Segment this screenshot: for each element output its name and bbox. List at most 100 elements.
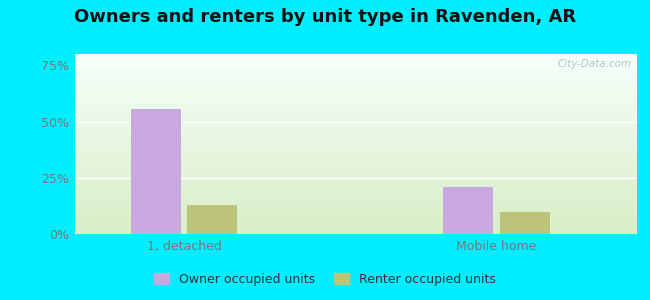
Bar — [75, 55, 637, 56]
Bar — [75, 113, 637, 114]
Bar — [75, 210, 637, 211]
Bar — [75, 107, 637, 108]
Bar — [75, 88, 637, 89]
Bar — [75, 103, 637, 104]
Bar — [75, 205, 637, 206]
Bar — [75, 219, 637, 220]
Bar — [75, 158, 637, 159]
Bar — [75, 178, 637, 179]
Bar — [75, 94, 637, 95]
Bar — [75, 217, 637, 218]
Bar — [75, 110, 637, 111]
Bar — [75, 73, 637, 74]
Bar — [75, 177, 637, 178]
Bar — [75, 189, 637, 190]
Bar — [75, 120, 637, 121]
Bar — [75, 128, 637, 129]
Bar — [75, 199, 637, 200]
Bar — [75, 70, 637, 71]
Bar — [75, 117, 637, 118]
Bar — [75, 192, 637, 193]
Bar — [75, 101, 637, 102]
Bar — [75, 209, 637, 210]
Bar — [75, 99, 637, 100]
Bar — [75, 150, 637, 151]
Bar — [75, 179, 637, 180]
Bar — [75, 100, 637, 101]
Bar — [75, 188, 637, 189]
Bar — [75, 224, 637, 225]
Bar — [75, 104, 637, 105]
Bar — [75, 68, 637, 69]
Bar — [75, 145, 637, 146]
Bar — [75, 65, 637, 66]
Bar — [75, 197, 637, 198]
Bar — [75, 220, 637, 221]
Bar — [75, 203, 637, 204]
Bar — [75, 76, 637, 77]
Bar — [75, 81, 637, 82]
Bar — [75, 124, 637, 125]
Bar — [75, 69, 637, 70]
Bar — [75, 232, 637, 233]
Bar — [75, 116, 637, 117]
Bar — [75, 202, 637, 203]
Bar — [75, 57, 637, 58]
Bar — [75, 140, 637, 141]
Bar — [75, 148, 637, 149]
Bar — [75, 161, 637, 162]
Bar — [75, 165, 637, 166]
Bar — [75, 92, 637, 93]
Bar — [75, 142, 637, 143]
Bar — [75, 206, 637, 207]
Bar — [75, 64, 637, 65]
Bar — [75, 186, 637, 187]
Bar — [75, 87, 637, 88]
Bar — [75, 90, 637, 91]
Bar — [75, 77, 637, 78]
Bar — [75, 157, 637, 158]
Bar — [75, 71, 637, 72]
Bar — [75, 167, 637, 168]
Bar — [75, 127, 637, 128]
Bar — [75, 83, 637, 84]
Bar — [75, 126, 637, 127]
Bar — [75, 133, 637, 134]
Bar — [75, 86, 637, 87]
Bar — [75, 172, 637, 173]
Bar — [75, 139, 637, 140]
Bar — [75, 229, 637, 230]
Bar — [75, 63, 637, 64]
Bar — [75, 216, 637, 217]
Bar — [75, 85, 637, 86]
Bar — [75, 146, 637, 147]
Bar — [75, 62, 637, 63]
Bar — [75, 202, 637, 203]
Bar — [75, 171, 637, 172]
Bar — [75, 176, 637, 177]
Bar — [75, 105, 637, 106]
Bar — [75, 214, 637, 215]
Bar — [75, 118, 637, 119]
Bar — [75, 213, 637, 214]
Bar — [75, 160, 637, 161]
Bar — [75, 147, 637, 148]
Bar — [75, 169, 637, 170]
Bar — [75, 211, 637, 212]
Bar — [443, 187, 493, 234]
Bar — [75, 215, 637, 216]
Bar — [75, 163, 637, 164]
Bar — [187, 205, 237, 234]
Bar — [75, 141, 637, 142]
Bar — [75, 56, 637, 57]
Bar — [75, 112, 637, 113]
Bar — [75, 166, 637, 167]
Bar — [75, 106, 637, 107]
Bar — [75, 89, 637, 90]
Bar — [75, 60, 637, 61]
Bar — [75, 185, 637, 186]
Bar — [75, 174, 637, 175]
Bar — [75, 151, 637, 152]
Bar — [75, 164, 637, 165]
Bar — [75, 233, 637, 234]
